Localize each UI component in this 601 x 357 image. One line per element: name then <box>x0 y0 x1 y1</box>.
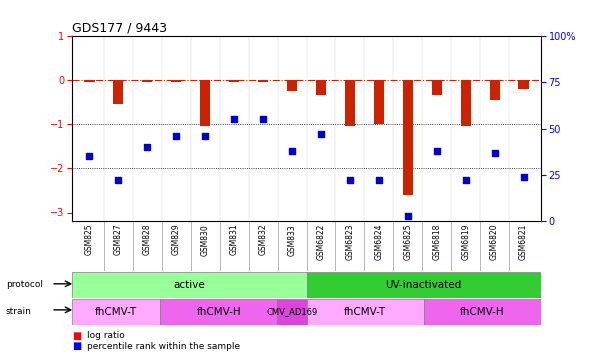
Text: ■: ■ <box>72 341 81 351</box>
Point <box>258 116 268 122</box>
Text: GSM6825: GSM6825 <box>403 224 412 260</box>
Text: GSM6821: GSM6821 <box>519 224 528 260</box>
FancyBboxPatch shape <box>307 272 541 298</box>
Text: CMV_AD169: CMV_AD169 <box>266 307 317 317</box>
Bar <box>490 80 499 100</box>
Bar <box>114 80 123 104</box>
FancyBboxPatch shape <box>72 272 307 298</box>
Bar <box>403 80 413 195</box>
Text: GSM6818: GSM6818 <box>432 224 441 260</box>
Point <box>316 131 326 137</box>
Point <box>85 154 94 159</box>
Point <box>230 116 239 122</box>
Text: GSM825: GSM825 <box>85 224 94 256</box>
Text: GSM827: GSM827 <box>114 224 123 256</box>
FancyBboxPatch shape <box>72 299 160 325</box>
Text: log ratio: log ratio <box>87 331 125 340</box>
Text: ■: ■ <box>72 331 81 341</box>
Bar <box>460 80 471 126</box>
Text: GSM833: GSM833 <box>287 224 296 256</box>
Point <box>519 174 528 180</box>
Point <box>200 133 210 139</box>
Text: GSM6820: GSM6820 <box>490 224 499 260</box>
Point <box>490 150 499 156</box>
Bar <box>142 80 153 82</box>
Point <box>432 148 442 154</box>
Text: GSM6824: GSM6824 <box>374 224 383 260</box>
Text: GSM830: GSM830 <box>201 224 210 256</box>
Text: GSM6819: GSM6819 <box>461 224 470 260</box>
Text: UV-inactivated: UV-inactivated <box>386 280 462 290</box>
Bar <box>287 80 297 91</box>
Text: GSM832: GSM832 <box>258 224 267 256</box>
Text: GSM6823: GSM6823 <box>346 224 355 260</box>
Bar <box>258 80 268 82</box>
Point <box>461 178 471 183</box>
Text: strain: strain <box>6 307 32 316</box>
Point <box>345 178 355 183</box>
Text: fhCMV-T: fhCMV-T <box>344 307 386 317</box>
Point <box>114 178 123 183</box>
Point <box>171 133 181 139</box>
Bar <box>229 80 239 82</box>
Point <box>403 213 413 218</box>
Bar <box>316 80 326 95</box>
Text: fhCMV-H: fhCMV-H <box>460 307 505 317</box>
Text: GSM6822: GSM6822 <box>317 224 326 260</box>
Bar <box>345 80 355 126</box>
Point <box>374 178 383 183</box>
Text: GSM828: GSM828 <box>143 224 152 255</box>
Text: fhCMV-T: fhCMV-T <box>95 307 137 317</box>
Point <box>287 148 297 154</box>
Text: fhCMV-H: fhCMV-H <box>197 307 241 317</box>
Bar <box>171 80 182 82</box>
Text: GSM831: GSM831 <box>230 224 239 256</box>
Text: protocol: protocol <box>6 280 43 290</box>
Text: GDS177 / 9443: GDS177 / 9443 <box>72 21 167 35</box>
Bar <box>519 80 529 89</box>
Text: percentile rank within the sample: percentile rank within the sample <box>87 342 240 351</box>
Text: active: active <box>174 280 205 290</box>
FancyBboxPatch shape <box>277 299 307 325</box>
FancyBboxPatch shape <box>160 299 277 325</box>
Bar <box>84 80 94 82</box>
Text: GSM829: GSM829 <box>172 224 181 256</box>
Point <box>142 144 152 150</box>
Bar <box>432 80 442 95</box>
FancyBboxPatch shape <box>307 299 424 325</box>
Bar <box>374 80 384 124</box>
Bar <box>200 80 210 126</box>
FancyBboxPatch shape <box>424 299 541 325</box>
